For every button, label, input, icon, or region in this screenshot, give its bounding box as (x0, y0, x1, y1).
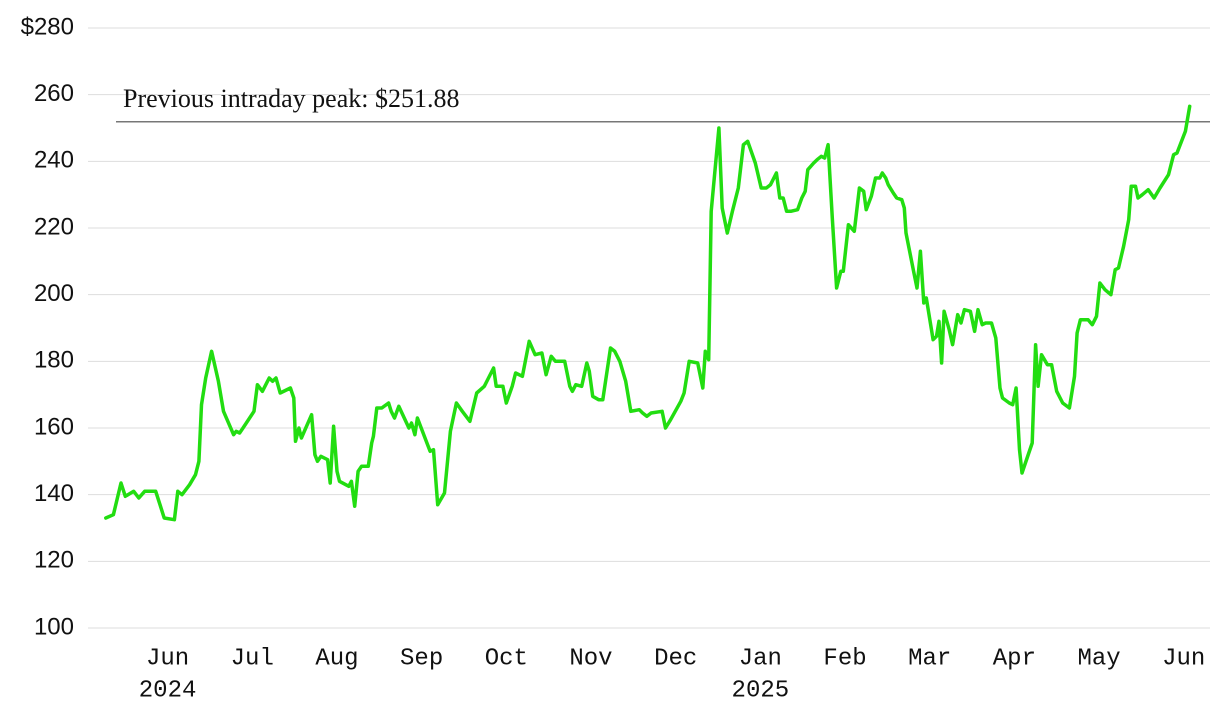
y-tick-label: 160 (34, 413, 74, 440)
x-tick-label: Apr (993, 645, 1036, 672)
y-tick-label: 140 (34, 480, 74, 507)
y-tick-label: $280 (21, 13, 74, 40)
x-tick-label: Jun (1162, 645, 1205, 672)
year-label: 2025 (732, 677, 790, 704)
x-tick-label: Feb (823, 645, 866, 672)
x-tick-label: Mar (908, 645, 951, 672)
year-label: 2024 (139, 677, 197, 704)
y-tick-label: 120 (34, 547, 74, 574)
y-tick-label: 180 (34, 347, 74, 374)
x-tick-label: Sep (400, 645, 443, 672)
y-tick-label: 260 (34, 80, 74, 107)
y-tick-label: 240 (34, 147, 74, 174)
x-tick-label: Oct (485, 645, 528, 672)
x-tick-label: Jan (739, 645, 782, 672)
reference-label: Previous intraday peak: $251.88 (123, 84, 460, 113)
x-tick-label: May (1077, 645, 1120, 672)
y-tick-label: 220 (34, 213, 74, 240)
y-tick-label: 200 (34, 280, 74, 307)
x-tick-label: Aug (315, 645, 358, 672)
x-tick-label: Jul (231, 645, 274, 672)
y-tick-label: 100 (34, 613, 74, 640)
x-tick-label: Jun (146, 645, 189, 672)
x-tick-label: Dec (654, 645, 697, 672)
x-tick-label: Nov (569, 645, 612, 672)
price-line (104, 104, 1192, 522)
